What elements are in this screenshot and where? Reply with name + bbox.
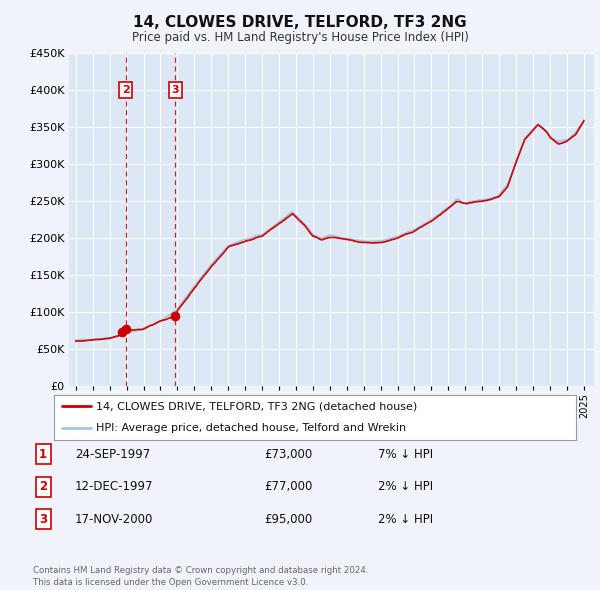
Text: £95,000: £95,000 bbox=[264, 513, 312, 526]
Text: 3: 3 bbox=[39, 513, 47, 526]
Text: 2: 2 bbox=[122, 85, 130, 95]
Text: Contains HM Land Registry data © Crown copyright and database right 2024.
This d: Contains HM Land Registry data © Crown c… bbox=[33, 566, 368, 587]
Text: 12-DEC-1997: 12-DEC-1997 bbox=[75, 480, 154, 493]
Text: 3: 3 bbox=[172, 85, 179, 95]
Text: HPI: Average price, detached house, Telford and Wrekin: HPI: Average price, detached house, Telf… bbox=[96, 424, 406, 434]
Text: Price paid vs. HM Land Registry's House Price Index (HPI): Price paid vs. HM Land Registry's House … bbox=[131, 31, 469, 44]
Text: 2: 2 bbox=[39, 480, 47, 493]
Text: 2% ↓ HPI: 2% ↓ HPI bbox=[378, 513, 433, 526]
Text: 2% ↓ HPI: 2% ↓ HPI bbox=[378, 480, 433, 493]
Text: 7% ↓ HPI: 7% ↓ HPI bbox=[378, 448, 433, 461]
Text: £77,000: £77,000 bbox=[264, 480, 313, 493]
Text: 24-SEP-1997: 24-SEP-1997 bbox=[75, 448, 150, 461]
Text: £73,000: £73,000 bbox=[264, 448, 312, 461]
Text: 14, CLOWES DRIVE, TELFORD, TF3 2NG: 14, CLOWES DRIVE, TELFORD, TF3 2NG bbox=[133, 15, 467, 30]
Text: 1: 1 bbox=[39, 448, 47, 461]
Text: 17-NOV-2000: 17-NOV-2000 bbox=[75, 513, 154, 526]
Text: 14, CLOWES DRIVE, TELFORD, TF3 2NG (detached house): 14, CLOWES DRIVE, TELFORD, TF3 2NG (deta… bbox=[96, 401, 417, 411]
